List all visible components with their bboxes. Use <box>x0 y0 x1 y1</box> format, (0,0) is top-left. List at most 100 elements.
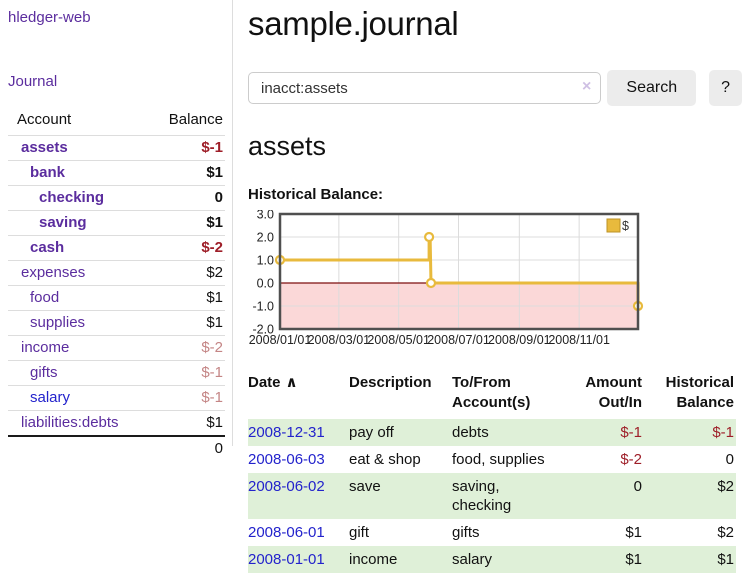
svg-text:$: $ <box>622 219 629 233</box>
register-date-cell: 2008-06-01 <box>248 519 349 546</box>
register-amount-cell: 0 <box>633 478 642 495</box>
account-row: food $1 <box>8 285 225 311</box>
account-name-cell: cash <box>8 236 145 261</box>
register-header-balance: Historical Balance <box>644 373 736 419</box>
register-accounts-cell: debts <box>452 424 489 441</box>
clear-search-icon[interactable]: × <box>582 78 592 95</box>
svg-text:2008/07/01: 2008/07/01 <box>427 333 490 347</box>
account-balance: $-1 <box>201 364 223 381</box>
account-row: liabilities:debts $1 <box>8 410 225 437</box>
register-date-link[interactable]: 2008-12-31 <box>248 424 325 441</box>
register-header-amount-line2: Out/In <box>598 394 642 411</box>
svg-text:-2.0: -2.0 <box>252 323 274 337</box>
register-accounts-cell: gifts <box>452 524 480 541</box>
register-description-cell: pay off <box>349 424 394 441</box>
account-row: saving $1 <box>8 210 225 236</box>
register-header-date-label: Date <box>248 374 281 391</box>
account-balance: $-1 <box>201 389 223 406</box>
account-link-supplies[interactable]: supplies <box>30 314 86 331</box>
register-description-cell: income <box>349 551 398 568</box>
account-name-cell: supplies <box>8 311 145 336</box>
register-balance-cell: 0 <box>725 451 734 468</box>
register-date-cell: 2008-06-03 <box>248 446 349 473</box>
account-link-cash[interactable]: cash <box>30 239 65 256</box>
accounts-header-row: Account Balance <box>8 108 225 136</box>
account-name-cell: expenses <box>8 261 145 286</box>
svg-text:-1.0: -1.0 <box>252 300 274 314</box>
search-input-wrap: × <box>248 72 602 104</box>
account-row: salary $-1 <box>8 385 225 411</box>
account-table-body: assets $-1 bank $1 checking 0 saving $1 cash $-2 e… <box>8 135 225 462</box>
register-balance-cell: $1 <box>717 551 734 568</box>
register-date-link[interactable]: 2008-06-01 <box>248 524 325 541</box>
account-link-gifts[interactable]: gifts <box>30 364 58 381</box>
balance-chart-svg: 3.0 2.0 1.0 0.0 -1.0 -2.02008/01/012008/03/01… <box>249 210 644 347</box>
account-link-checking[interactable]: checking <box>39 189 105 206</box>
register-accounts-cell: salary <box>452 551 493 568</box>
account-name-cell: checking <box>8 186 145 211</box>
account-row: income $-2 <box>8 335 225 361</box>
account-link-assets[interactable]: assets <box>21 139 68 156</box>
register-date-cell: 2008-12-31 <box>248 419 349 446</box>
account-name-cell: income <box>8 336 145 361</box>
account-name-cell: assets <box>8 136 145 161</box>
register-header-accounts-line2: Account(s) <box>452 394 531 411</box>
register-amount-cell: $-2 <box>620 451 642 468</box>
register-date-link[interactable]: 2008-06-02 <box>248 478 325 495</box>
register-balance-cell: $-1 <box>712 424 734 441</box>
register-header-row: Date ∧ Description To/From Account(s) Amo… <box>248 373 736 419</box>
sidebar: hledger-web Journal Account Balance asse… <box>0 0 233 457</box>
account-row: gifts $-1 <box>8 360 225 386</box>
accounts-total-value: 0 <box>214 440 223 457</box>
accounts-header-balance: Balance <box>168 111 223 128</box>
register-header-amount-line1: Amount <box>585 374 642 391</box>
account-link-expenses[interactable]: expenses <box>21 264 86 281</box>
register-table: Date ∧ Description To/From Account(s) Amo… <box>248 373 736 573</box>
accounts-header-account: Account <box>17 111 72 128</box>
app-title-link[interactable]: hledger-web <box>8 9 91 26</box>
account-row: assets $-1 <box>8 135 225 161</box>
register-accounts-cell: food, supplies <box>452 451 545 468</box>
account-link-saving[interactable]: saving <box>39 214 87 231</box>
account-link-food[interactable]: food <box>30 289 60 306</box>
account-row: checking 0 <box>8 185 225 211</box>
account-row: expenses $2 <box>8 260 225 286</box>
account-link-income[interactable]: income <box>21 339 70 356</box>
account-balance: $1 <box>206 414 223 431</box>
register-date-link[interactable]: 2008-01-01 <box>248 551 325 568</box>
register-amount-cell: $1 <box>625 524 642 541</box>
register-row: 2008-12-31 pay off debts $-1 $-1 <box>248 419 736 446</box>
account-row: bank $1 <box>8 160 225 186</box>
register-header-accounts: To/From Account(s) <box>452 373 564 419</box>
account-link-liabilities-debts[interactable]: liabilities:debts <box>21 414 119 431</box>
account-balance: 0 <box>214 189 223 206</box>
search-button[interactable]: Search <box>607 70 697 106</box>
account-link-bank[interactable]: bank <box>30 164 66 181</box>
svg-text:2.0: 2.0 <box>257 231 274 245</box>
account-balance: $1 <box>206 289 223 306</box>
account-name-cell: liabilities:debts <box>8 411 145 437</box>
account-name-cell: gifts <box>8 361 145 386</box>
register-date-link[interactable]: 2008-06-03 <box>248 451 325 468</box>
register-header-amount: Amount Out/In <box>564 373 644 419</box>
help-button[interactable]: ? <box>709 70 742 106</box>
account-balance: $1 <box>206 314 223 331</box>
register-header-date[interactable]: Date ∧ <box>248 373 349 419</box>
svg-text:3.0: 3.0 <box>257 210 274 222</box>
register-row: 2008-06-01 gift gifts $1 $2 <box>248 519 736 546</box>
accounts-total-spacer <box>8 436 145 461</box>
accounts-table: Account Balance assets $-1 bank $1 checking 0… <box>8 108 225 461</box>
svg-text:2008/11/01: 2008/11/01 <box>548 333 610 347</box>
search-input[interactable] <box>248 72 602 104</box>
account-balance: $1 <box>206 164 223 181</box>
register-description-cell: eat & shop <box>349 451 421 468</box>
account-link-salary[interactable]: salary <box>30 389 71 406</box>
svg-text:2008/05/01: 2008/05/01 <box>367 333 430 347</box>
register-header-accounts-line1: To/From <box>452 374 511 391</box>
account-row: cash $-2 <box>8 235 225 261</box>
account-name-cell: salary <box>8 386 145 411</box>
sidebar-item-journal[interactable]: Journal <box>8 73 58 90</box>
register-balance-cell: $2 <box>717 524 734 541</box>
account-name-cell: food <box>8 286 145 311</box>
svg-text:2008/01/01: 2008/01/01 <box>249 333 312 347</box>
